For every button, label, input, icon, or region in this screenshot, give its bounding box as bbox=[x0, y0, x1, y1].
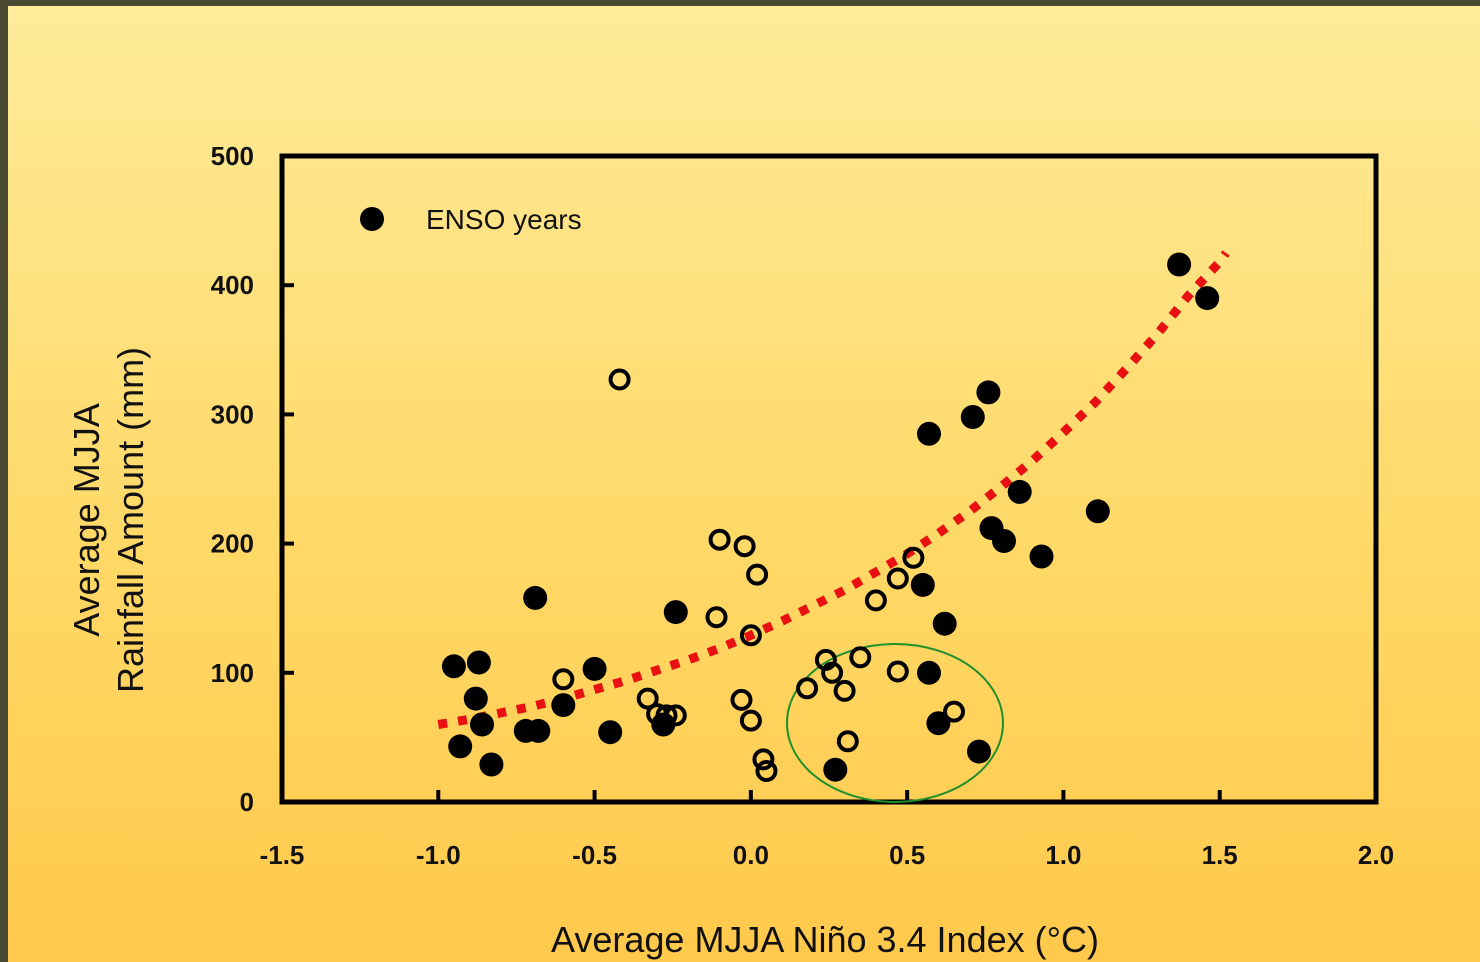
open-point bbox=[746, 563, 769, 586]
open-point bbox=[664, 704, 687, 727]
legend-marker bbox=[360, 207, 384, 231]
filled-point bbox=[598, 720, 623, 745]
x-tick-label: -1.5 bbox=[260, 840, 305, 870]
filled-point bbox=[992, 529, 1016, 553]
y-axis-title-line-2: Rainfall Amount (mm) bbox=[110, 347, 151, 693]
filled-point bbox=[976, 380, 1001, 405]
open-point bbox=[655, 704, 678, 727]
slide-background: -1.5 -1.0 -0.5 0.0 0.5 1.0 1.5 2.0 0 100 200 300 40… bbox=[8, 6, 1480, 962]
open-point bbox=[733, 535, 756, 558]
filled-point bbox=[1195, 286, 1220, 311]
filled-point bbox=[523, 585, 548, 610]
open-point bbox=[552, 668, 575, 691]
y-tick-label: 500 bbox=[211, 141, 254, 171]
y-tick-label: 400 bbox=[211, 270, 254, 300]
y-tick-label: 200 bbox=[211, 529, 254, 559]
filled-point bbox=[463, 686, 488, 711]
filled-point bbox=[448, 734, 473, 759]
plot-frame bbox=[279, 153, 1379, 805]
x-tick-label: 0.0 bbox=[733, 840, 769, 870]
open-point bbox=[739, 709, 762, 732]
x-axis-title: Average MJJA Niño 3.4 Index (°C) bbox=[551, 919, 1099, 960]
filled-point bbox=[960, 405, 985, 429]
open-point bbox=[755, 760, 778, 782]
filled-point bbox=[1085, 499, 1110, 524]
open-point bbox=[705, 606, 728, 629]
x-tick-label: 1.5 bbox=[1202, 840, 1238, 870]
open-point bbox=[636, 687, 659, 710]
open-point bbox=[886, 660, 909, 683]
open-point bbox=[902, 546, 925, 569]
filled-point bbox=[1167, 252, 1192, 277]
y-axis-ticks: 0 100 200 300 400 500 bbox=[211, 141, 294, 817]
y-tick-label: 300 bbox=[211, 399, 254, 429]
filled-point bbox=[663, 600, 688, 625]
y-axis-title-line-1: Average MJJA bbox=[66, 403, 107, 636]
open-point bbox=[864, 589, 887, 612]
x-axis-ticks: -1.5 -1.0 -0.5 0.0 0.5 1.0 1.5 2.0 bbox=[260, 790, 1394, 870]
filled-point bbox=[526, 718, 551, 743]
legend-label: ENSO years bbox=[426, 204, 582, 235]
open-point bbox=[739, 624, 762, 647]
filled-point bbox=[466, 650, 491, 675]
filled-point bbox=[823, 757, 848, 782]
filled-point bbox=[1029, 544, 1054, 569]
x-tick-label: 1.0 bbox=[1045, 840, 1081, 870]
open-point bbox=[608, 368, 631, 391]
filled-point bbox=[1007, 479, 1032, 504]
filled-point bbox=[932, 611, 957, 636]
x-tick-label: 2.0 bbox=[1358, 840, 1394, 870]
x-tick-label: -0.5 bbox=[572, 840, 617, 870]
open-point bbox=[836, 730, 859, 753]
y-tick-label: 100 bbox=[211, 658, 254, 688]
filled-point bbox=[551, 693, 576, 718]
x-tick-label: -1.0 bbox=[416, 840, 461, 870]
scatter-chart: -1.5 -1.0 -0.5 0.0 0.5 1.0 1.5 2.0 0 100 200 300 40… bbox=[66, 141, 1394, 960]
filled-point bbox=[917, 421, 941, 446]
open-point bbox=[943, 700, 965, 723]
open-point bbox=[796, 677, 819, 700]
open-point bbox=[708, 528, 731, 551]
filled-point bbox=[470, 712, 494, 737]
open-point bbox=[821, 661, 844, 684]
open-point bbox=[849, 646, 872, 669]
open-point bbox=[833, 679, 856, 702]
y-axis-title: Average MJJA Rainfall Amount (mm) bbox=[66, 347, 151, 693]
open-point bbox=[730, 688, 753, 711]
open-point bbox=[886, 567, 909, 590]
filled-point bbox=[910, 572, 935, 597]
filled-point bbox=[479, 752, 504, 777]
filled-point bbox=[967, 739, 991, 764]
open-point bbox=[752, 748, 775, 771]
filled-point bbox=[926, 711, 951, 736]
legend: ENSO years bbox=[360, 204, 582, 235]
y-tick-label: 0 bbox=[240, 787, 254, 817]
filled-point bbox=[917, 660, 941, 685]
data-points bbox=[441, 252, 1220, 782]
filled-point bbox=[441, 654, 466, 679]
x-tick-label: 0.5 bbox=[889, 840, 925, 870]
filled-point bbox=[582, 656, 607, 681]
highlight-ellipse bbox=[786, 643, 1004, 803]
